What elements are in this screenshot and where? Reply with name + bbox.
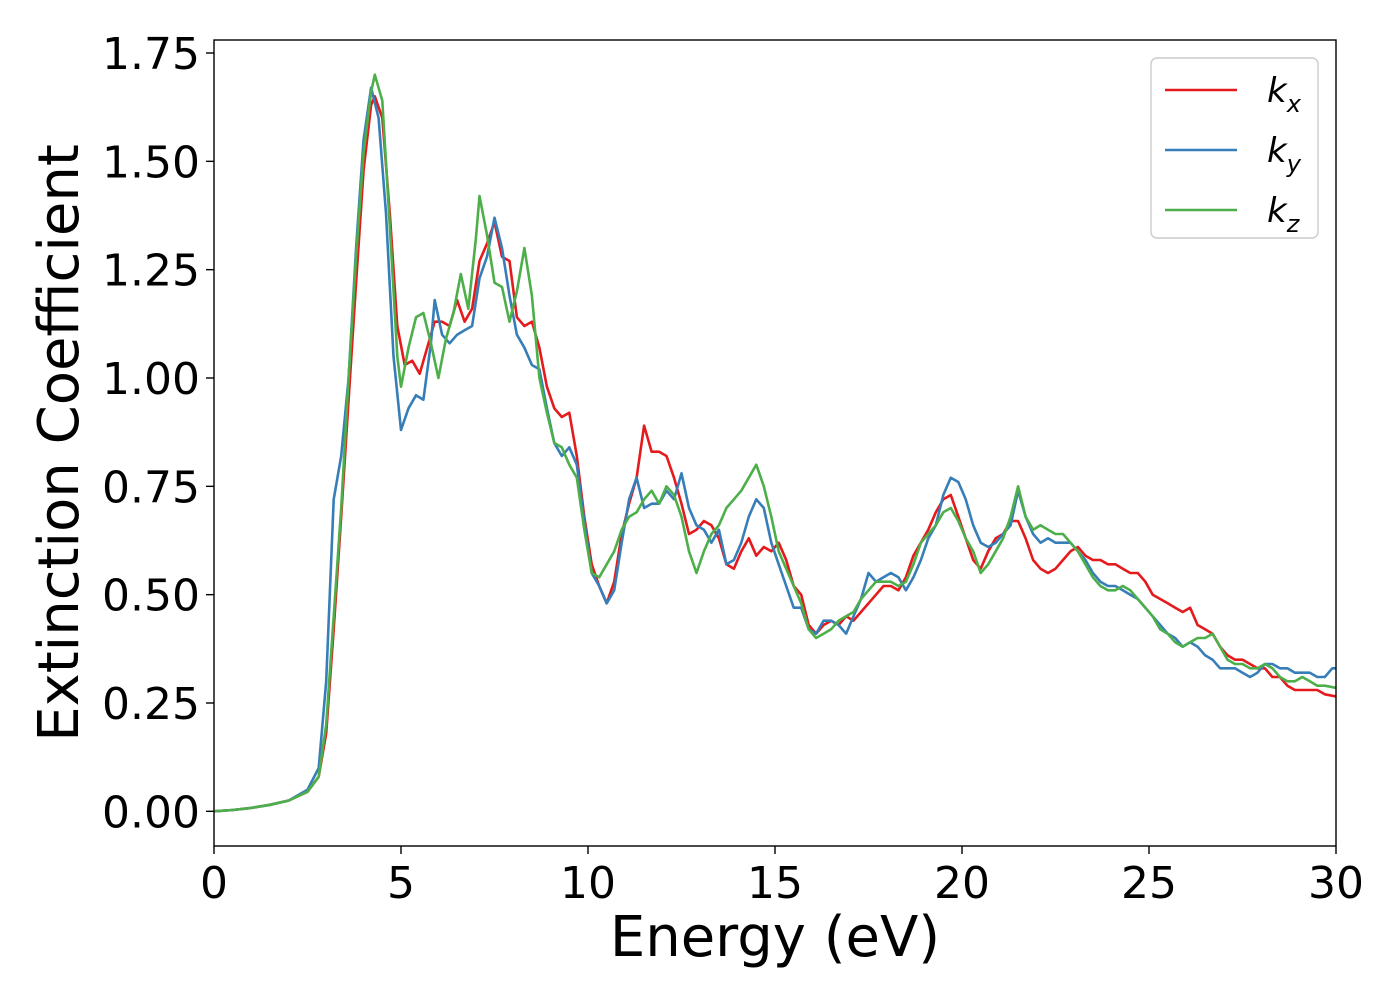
series-line-k-x [214,95,1336,813]
y-tick-label: 0.50 [102,571,200,622]
x-tick-label: 30 [1308,858,1364,909]
y-tick-label: 0.75 [102,462,200,513]
x-tick-label: 15 [747,858,803,909]
x-tick-label: 10 [560,858,616,909]
y-tick-label: 1.50 [102,137,200,188]
x-tick-label: 0 [200,858,228,909]
legend-label-k-y: ky [1267,131,1302,178]
y-tick-label: 1.00 [102,354,200,405]
x-axis-title: Energy (eV) [610,905,940,970]
x-tick-label: 20 [934,858,990,909]
y-tick-label: 1.75 [102,29,200,80]
y-tick-label: 1.25 [102,246,200,297]
y-axis: 0.00 0.25 0.50 0.75 1.00 1.25 1.50 1.75 [102,29,214,838]
x-tick-label: 5 [387,858,415,909]
series-layer [214,73,1336,813]
plot-area [214,40,1336,846]
series-line-k-z [214,73,1336,813]
x-axis: 0 5 10 15 20 25 30 [200,846,1364,909]
y-tick-label: 0.25 [102,679,200,730]
y-axis-title: Extinction Coefficient [27,144,92,742]
x-tick-label: 25 [1121,858,1177,909]
y-tick-label: 0.00 [102,787,200,838]
legend-box [1150,57,1319,239]
